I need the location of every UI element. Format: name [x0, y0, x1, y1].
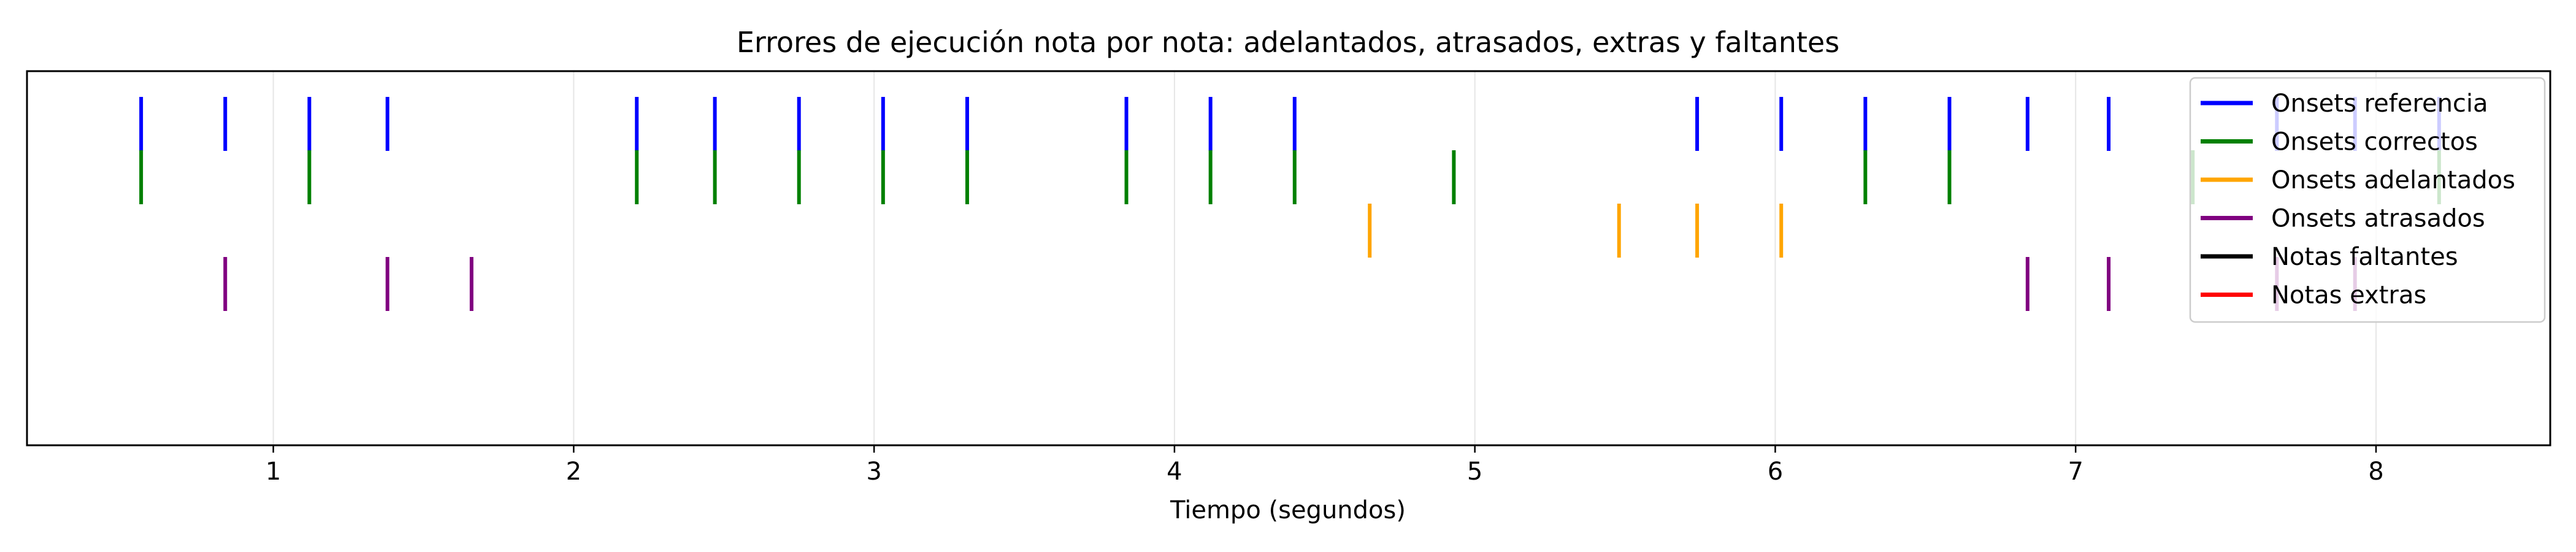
- x-tick-label: 6: [1768, 458, 1783, 486]
- x-tick-label: 2: [566, 458, 581, 486]
- plot-marks: [139, 97, 2441, 311]
- legend-entry-label: Onsets correctos: [2271, 128, 2478, 156]
- plot-frame: [26, 70, 2551, 447]
- legend-entry-label: Onsets atrasados: [2271, 205, 2485, 233]
- legend-entry-label: Notas faltantes: [2271, 243, 2458, 271]
- x-tick-label: 1: [266, 458, 281, 486]
- chart-title: Errores de ejecución nota por nota: adel…: [737, 26, 1839, 59]
- x-tick-label: 3: [866, 458, 881, 486]
- series-group: [1368, 204, 1784, 258]
- legend-entry-label: Onsets referencia: [2271, 90, 2488, 118]
- x-tick-label: 5: [1467, 458, 1482, 486]
- legend-entry-label: Onsets adelantados: [2271, 166, 2515, 194]
- x-tick-label: 8: [2368, 458, 2383, 486]
- series-group: [223, 257, 2357, 311]
- series-group: [139, 150, 2441, 204]
- x-tick-label: 4: [1167, 458, 1182, 486]
- x-tick-label: 7: [2068, 458, 2083, 486]
- x-axis-label: Tiempo (segundos): [1170, 496, 1406, 524]
- legend: Onsets referencia Onsets correctos Onsets …: [2189, 77, 2546, 323]
- x-axis: 1 2 3 4 5 6 7 8: [266, 445, 2384, 486]
- series-group: [139, 97, 2441, 151]
- legend-box: [2189, 77, 2546, 323]
- legend-entry-label: Notas extras: [2271, 282, 2426, 310]
- grid: [272, 71, 2377, 445]
